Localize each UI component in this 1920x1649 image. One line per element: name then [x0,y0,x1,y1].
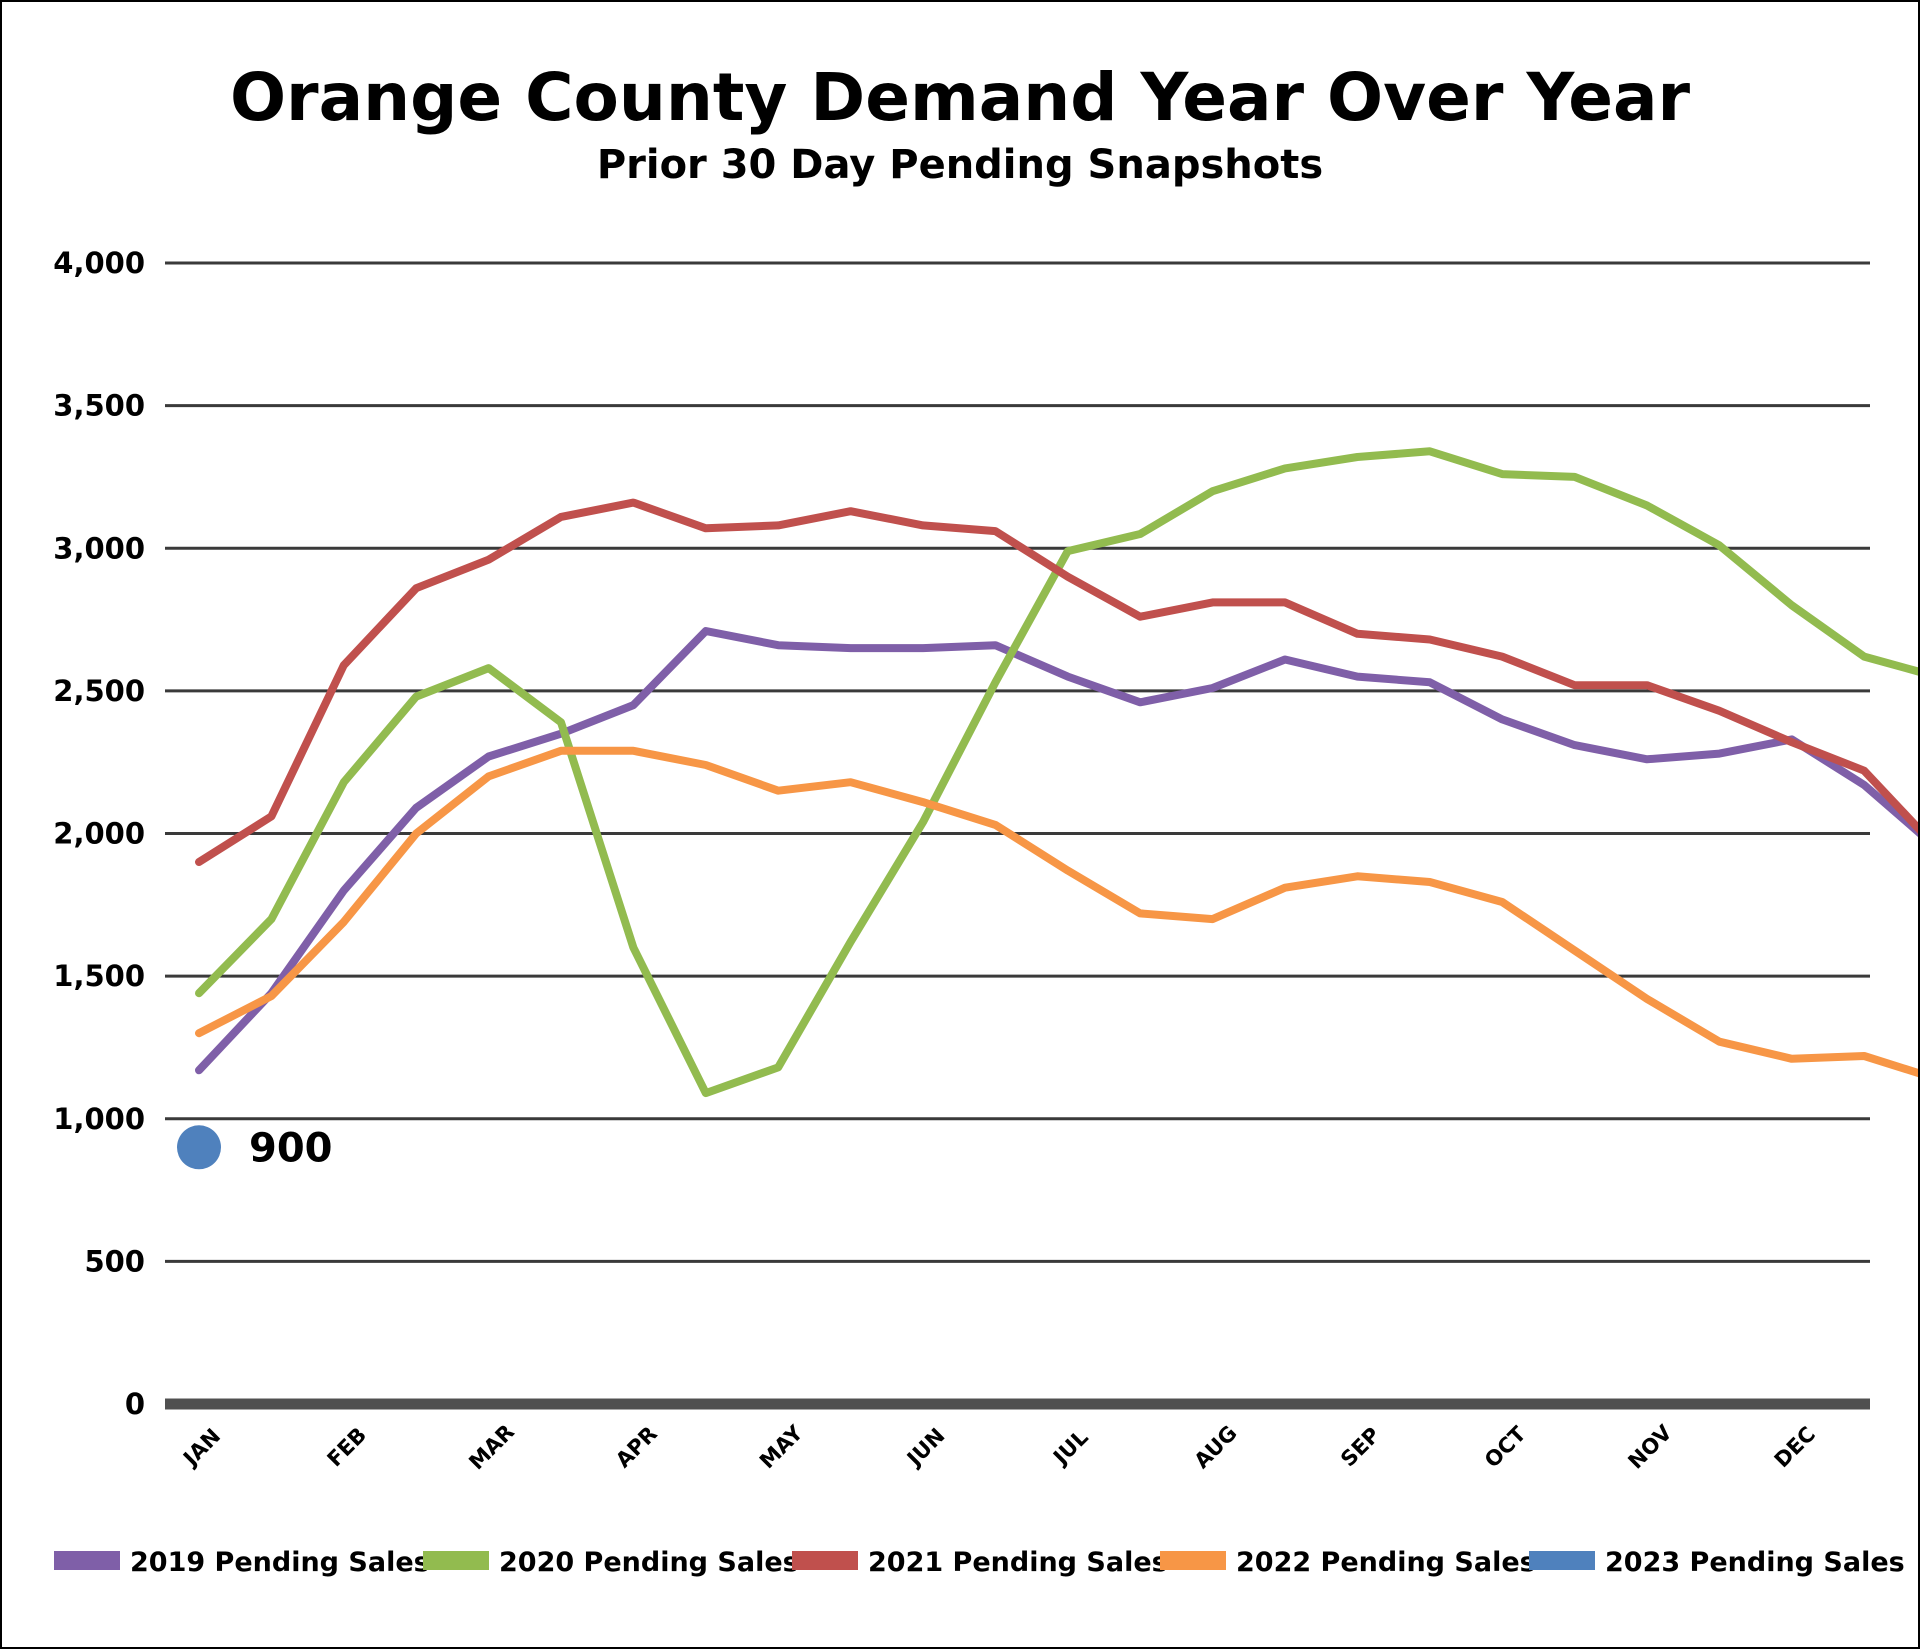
x-tick-label-jun: JUN [901,1424,949,1472]
legend-swatch-2022-pending-sales [1160,1551,1226,1570]
legend-label-2020-pending-sales: 2020 Pending Sales [499,1547,799,1578]
x-tick-label-nov: NOV [1623,1420,1677,1474]
legend-label-2021-pending-sales: 2021 Pending Sales [868,1547,1168,1578]
y-tick-label-3000: 3,000 [53,531,145,565]
legend-swatch-2021-pending-sales [792,1551,858,1570]
x-tick-label-mar: MAR [464,1420,519,1475]
x-tick-label-sep: SEP [1336,1423,1385,1472]
x-axis-tick-labels: JAN FEB MAR APR MAY JUN JUL AUG SEP OCT NOV DEC [177,1420,1820,1475]
series-line-2022-pending-sales [195,746,1918,1078]
data-point-2023-pending-sales [177,1125,221,1170]
annotations: 900 [177,1125,333,1171]
legend: 2019 Pending Sales 2020 Pending Sales 2021… [54,1547,1905,1578]
gridlines [165,261,1870,1410]
y-tick-label-3500: 3,500 [53,389,145,423]
y-tick-label-2000: 2,000 [53,817,145,851]
series-lines [195,447,1918,1098]
x-tick-label-dec: DEC [1770,1422,1820,1472]
series-line-2020-pending-sales [195,447,1918,1098]
legend-item-2022-pending-sales: 2022 Pending Sales [1160,1547,1536,1578]
x-tick-label-oct: OCT [1480,1421,1531,1472]
legend-item-2023-pending-sales: 2023 Pending Sales [1529,1547,1905,1578]
legend-label-2023-pending-sales: 2023 Pending Sales [1605,1547,1905,1578]
legend-label-2019-pending-sales: 2019 Pending Sales [130,1547,430,1578]
x-tick-label-apr: APR [611,1422,662,1473]
chart-subtitle: Prior 30 Day Pending Snapshots [597,142,1323,188]
legend-swatch-2019-pending-sales [54,1551,120,1570]
data-label-2023-pending-sales: 900 [249,1125,333,1171]
legend-swatch-2020-pending-sales [423,1551,489,1570]
series-line-2019-pending-sales [195,627,1918,1075]
x-tick-label-jul: JUL [1047,1425,1092,1470]
y-tick-label-0: 0 [125,1387,145,1421]
y-tick-label-500: 500 [84,1244,145,1278]
legend-label-2022-pending-sales: 2022 Pending Sales [1236,1547,1536,1578]
y-tick-label-1500: 1,500 [53,959,145,993]
x-tick-label-jan: JAN [177,1424,225,1472]
y-tick-label-2500: 2,500 [53,674,145,708]
legend-item-2021-pending-sales: 2021 Pending Sales [792,1547,1168,1578]
chart-title: Orange County Demand Year Over Year [230,59,1691,136]
series-line-2021-pending-sales [195,498,1918,866]
legend-item-2019-pending-sales: 2019 Pending Sales [54,1547,430,1578]
x-tick-label-may: MAY [755,1420,808,1473]
legend-swatch-2023-pending-sales [1529,1551,1595,1570]
x-tick-label-feb: FEB [323,1423,372,1472]
legend-item-2020-pending-sales: 2020 Pending Sales [423,1547,799,1578]
x-tick-label-aug: AUG [1190,1421,1242,1473]
y-axis-tick-labels: 0 500 1,000 1,500 2,000 2,500 3,000 3,500 4,000 [53,246,145,1421]
y-tick-label-4000: 4,000 [53,246,145,280]
y-tick-label-1000: 1,000 [53,1102,145,1136]
